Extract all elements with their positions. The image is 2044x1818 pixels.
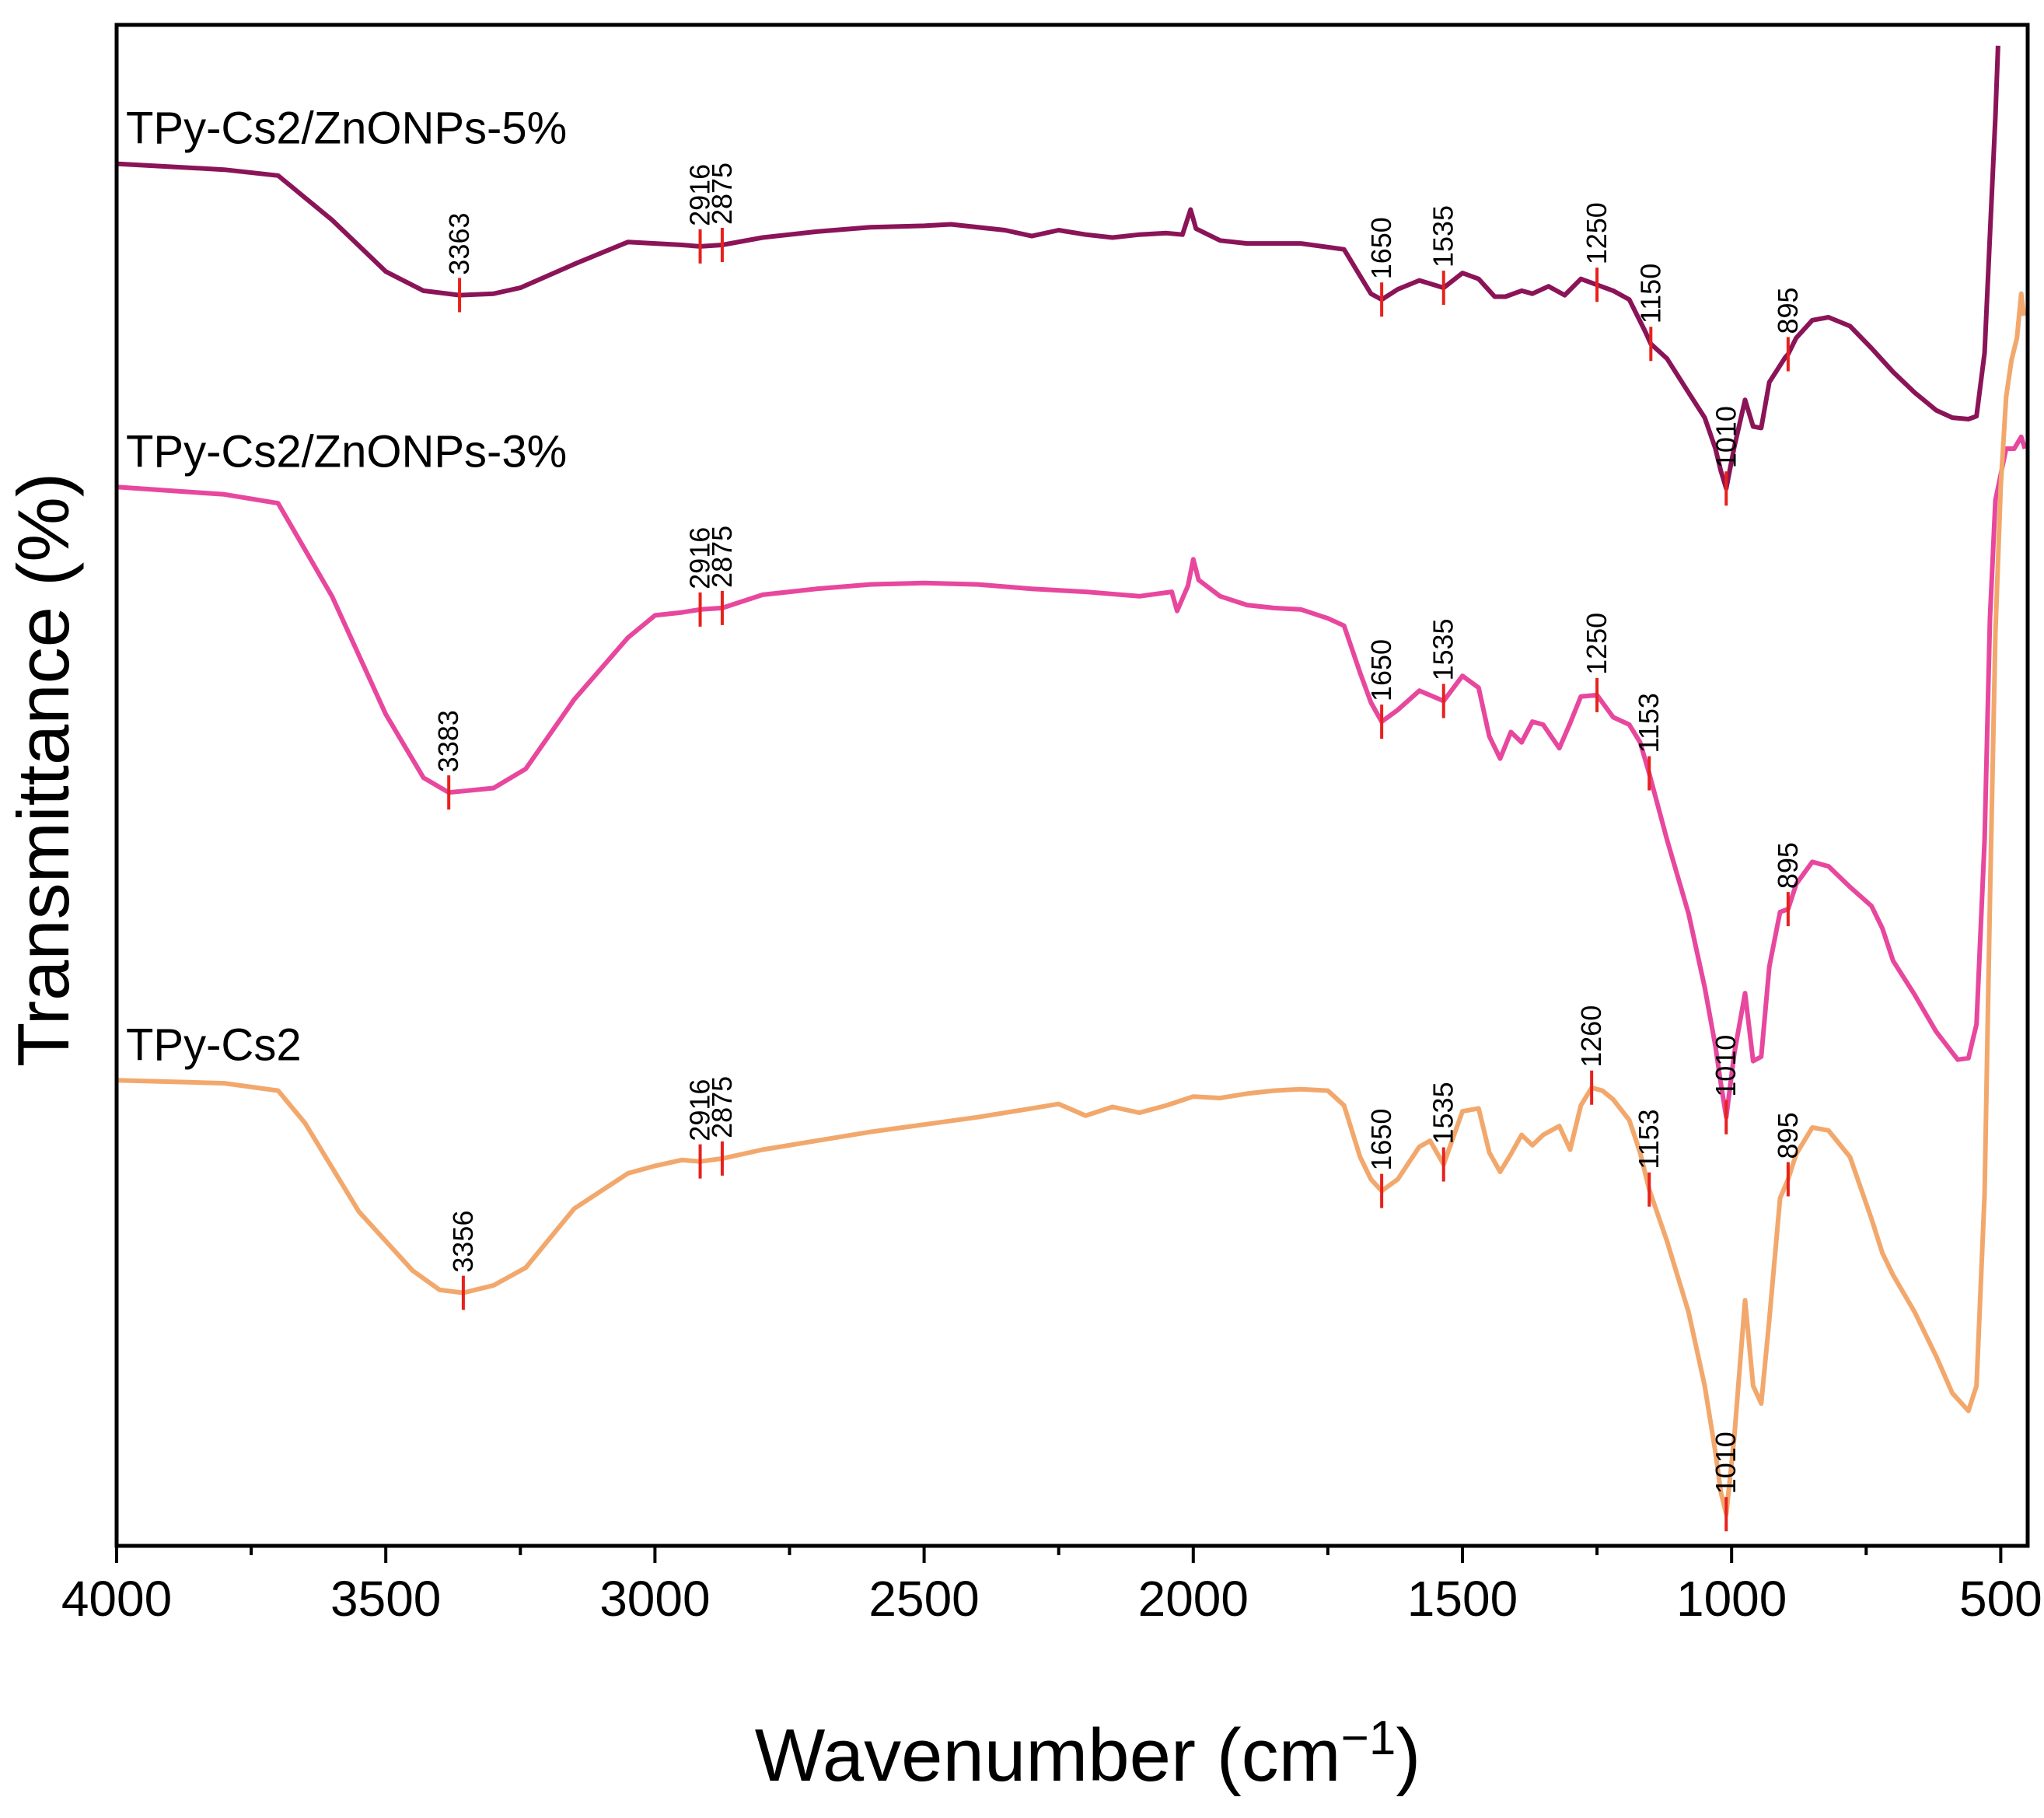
peak-label: 2916 [684, 164, 716, 226]
x-tick-label: 2000 [1138, 1571, 1249, 1627]
peak-label: 1153 [1633, 693, 1665, 753]
series-curves [116, 45, 2028, 1517]
peak-label: 1150 [1634, 264, 1666, 323]
series-line-zno-3 [116, 434, 2028, 1120]
peak-label: 1650 [1365, 1109, 1397, 1171]
peak-label: 1010 [1710, 1432, 1742, 1494]
x-tick-label: 3000 [599, 1571, 710, 1627]
peak-label: 3356 [447, 1211, 479, 1273]
series-label: TPy-Cs2/ZnONPs-5% [126, 103, 567, 154]
x-tick-label: 1000 [1676, 1571, 1787, 1627]
peak-label: 1535 [1427, 618, 1459, 680]
peak-label: 895 [1772, 287, 1804, 334]
series-line-tpy-cs2 [116, 291, 2027, 1517]
x-tick-label: 4000 [61, 1571, 172, 1627]
x-tick-label: 1500 [1407, 1571, 1518, 1627]
peak-label: 1260 [1575, 1005, 1607, 1068]
peak-label: 1650 [1365, 639, 1397, 701]
series-labels: TPy-Cs2/ZnONPs-5% TPy-Cs2/ZnONPs-3% TPy-Cs… [126, 103, 567, 1071]
peak-label: 3363 [443, 212, 475, 274]
peak-label: 1153 [1633, 1109, 1665, 1169]
peak-label: 1535 [1427, 205, 1459, 267]
plot-frame [114, 23, 2030, 1548]
peak-label: 1250 [1581, 613, 1612, 675]
series-line-zno-5 [116, 45, 2000, 491]
x-tick-label: 3500 [330, 1571, 441, 1627]
peak-label: 1010 [1710, 1035, 1742, 1097]
x-tick-label: 500 [1959, 1571, 2042, 1627]
peak-label: 1010 [1710, 406, 1742, 468]
peak-label: 2875 [706, 1076, 738, 1138]
peak-label: 895 [1772, 1112, 1804, 1159]
peak-label: 2875 [706, 526, 738, 588]
peak-label: 895 [1772, 842, 1804, 889]
x-tick-label: 2500 [868, 1571, 979, 1627]
x-axis-ticks: 4000 3500 3000 2500 2000 1500 1000 500 [61, 1546, 2042, 1627]
x-axis-title: Wavenumber (cm−1) [755, 1711, 1421, 1797]
series-label: TPy-Cs2/ZnONPs-3% [126, 426, 567, 477]
peak-label: 2875 [706, 163, 738, 225]
peak-label: 1650 [1365, 217, 1397, 279]
peak-label: 2916 [684, 527, 716, 589]
peak-label: 1250 [1581, 202, 1612, 264]
series-label: TPy-Cs2 [126, 1019, 302, 1070]
y-axis-title: Transmittance (%) [2, 473, 84, 1067]
peak-label: 3383 [432, 710, 464, 772]
peak-label: 1535 [1427, 1082, 1459, 1144]
peak-label: 2916 [684, 1079, 716, 1141]
